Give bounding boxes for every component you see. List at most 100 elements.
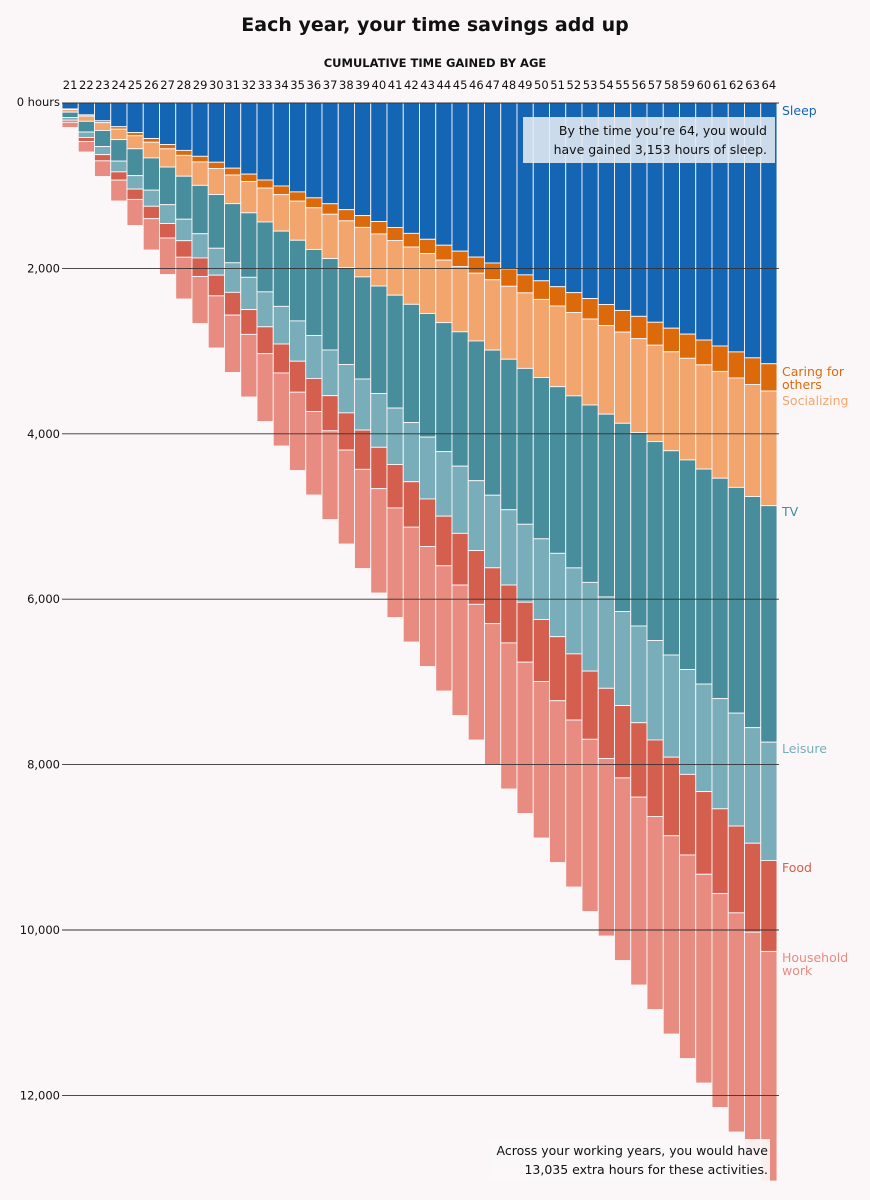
series-label-line: Food (782, 860, 812, 875)
bar-segment-food (321, 395, 339, 432)
bar-segment-leisure (597, 596, 615, 689)
bar-segment-food (435, 515, 453, 567)
bar-segment-leisure (744, 727, 762, 844)
bar-segment-leisure (354, 378, 372, 431)
bar-segment-socializing (126, 135, 144, 150)
bar-segment-tv (549, 386, 567, 554)
bar-segment-household-work (321, 430, 339, 520)
bar-segment-leisure (402, 422, 420, 483)
bar-segment-tv (597, 413, 615, 598)
x-tick-label: 24 (112, 78, 127, 92)
series-label: Caring for others (782, 364, 845, 392)
bar-segment-sleep (159, 102, 177, 145)
bar-segment-caring-for-others (451, 250, 469, 268)
bar-segment-tv (500, 358, 518, 511)
bar-segment-tv (354, 276, 372, 380)
bars-group (61, 102, 778, 1182)
series-label-line: work (782, 963, 813, 978)
bar-segment-sleep (77, 102, 95, 116)
x-tick-label: 52 (567, 78, 582, 92)
bar-segment-household-work (760, 950, 778, 1182)
bar-segment-caring-for-others (159, 144, 177, 150)
bar-segment-socializing (142, 141, 160, 159)
bar-segment-food (532, 618, 550, 682)
bar-segment-caring-for-others (646, 321, 664, 346)
bar-segment-caring-for-others (630, 315, 648, 340)
bar-segment-sleep (126, 102, 144, 134)
bar-segment-food (630, 722, 648, 798)
bar-segment-household-work (354, 468, 372, 569)
bar-segment-socializing (760, 390, 778, 507)
bar-segment-household-work (565, 719, 583, 888)
bar-segment-household-work (191, 276, 209, 324)
x-tick-label: 36 (307, 78, 322, 92)
bar-segment-socializing (94, 122, 112, 131)
bar-segment-leisure (305, 334, 323, 379)
bar-segment-leisure (175, 218, 193, 242)
bar-segment-sleep (175, 102, 193, 151)
bar-segment-caring-for-others (419, 238, 437, 255)
bar-segment-socializing (370, 233, 388, 287)
x-tick-label: 21 (63, 78, 78, 92)
bar-segment-leisure (321, 349, 339, 397)
bar-segment-caring-for-others (354, 215, 372, 228)
series-label-line: Household (782, 950, 848, 965)
bar-segment-sleep (61, 102, 79, 110)
x-tick-label: 41 (388, 78, 403, 92)
bar-segment-caring-for-others (516, 274, 534, 294)
bar-segment-leisure (549, 552, 567, 638)
y-tick-label: 0 hours (17, 95, 60, 109)
bar-segment-socializing (354, 226, 372, 278)
x-tick-label: 22 (79, 78, 94, 92)
bar-segment-household-work (337, 449, 355, 545)
bar-segment-leisure (191, 233, 209, 259)
y-tick-label: 8,000 (27, 758, 60, 772)
bar-segment-tv (224, 203, 242, 264)
bar-segment-tv (256, 221, 274, 293)
bar-segment-sleep (451, 102, 469, 252)
bar-segment-socializing (500, 285, 518, 360)
bar-segment-leisure (711, 698, 729, 810)
bar-segment-caring-for-others (435, 244, 453, 261)
bar-segment-food (549, 636, 567, 702)
x-tick-label: 46 (469, 78, 484, 92)
series-label: Food (782, 860, 812, 875)
bar-segment-food (646, 739, 664, 817)
x-tick-label: 45 (453, 78, 468, 92)
bar-segment-socializing (565, 312, 583, 397)
bar-segment-food (175, 240, 193, 258)
bar-segment-food (484, 567, 502, 625)
bar-segment-tv (435, 322, 453, 453)
bar-segment-household-work (597, 758, 615, 937)
bar-segment-leisure (581, 581, 599, 672)
bar-segment-socializing (207, 168, 225, 195)
bar-segment-food (695, 791, 713, 875)
x-tick-label: 37 (323, 78, 338, 92)
bar-segment-tv (289, 239, 307, 322)
x-tick-label: 49 (518, 78, 533, 92)
bar-segment-household-work (711, 893, 729, 1108)
bar-segment-caring-for-others (500, 268, 518, 287)
total-annotation: Across your working years, you would hav… (490, 1139, 770, 1181)
bar-segment-leisure (500, 509, 518, 586)
bar-segment-sleep (386, 102, 404, 228)
bar-segment-leisure (679, 669, 697, 775)
y-tick-label: 10,000 (20, 923, 60, 937)
bar-segment-caring-for-others (727, 351, 745, 379)
bar-segment-caring-for-others (191, 155, 209, 163)
bar-segment-tv (711, 477, 729, 700)
x-tick-label: 27 (160, 78, 175, 92)
bar-segment-socializing (711, 370, 729, 479)
bar-segment-food (126, 188, 144, 200)
bar-segment-leisure (532, 538, 550, 620)
bar-segment-household-work (272, 372, 290, 447)
bar-segment-sleep (207, 102, 225, 163)
x-tick-label: 35 (290, 78, 305, 92)
bar-segment-tv (614, 422, 632, 612)
bar-segment-caring-for-others (272, 185, 290, 196)
bar-segment-caring-for-others (370, 221, 388, 235)
bar-segment-sleep (467, 102, 485, 258)
bar-segment-food (500, 584, 518, 644)
bar-segment-socializing (337, 220, 355, 269)
bar-segment-leisure (695, 683, 713, 793)
